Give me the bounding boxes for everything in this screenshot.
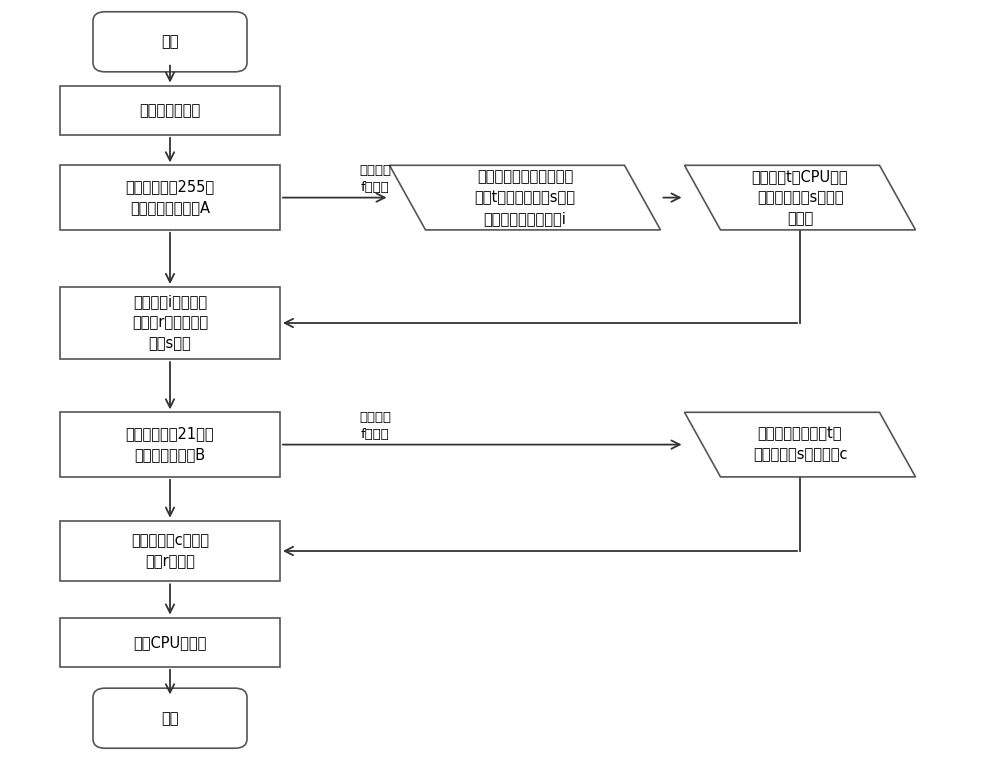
Text: 统计时间t内CPU空闲
时对静态变量s进行递
加计数: 统计时间t内CPU空闲 时对静态变量s进行递 加计数 — [752, 169, 848, 226]
Text: 在用户根任务下: 在用户根任务下 — [139, 103, 201, 118]
Bar — [60, 86, 280, 135]
Polygon shape — [390, 166, 661, 230]
Text: 计算每一统计时间t内
的静态变量s的增量值c: 计算每一统计时间t内 的静态变量s的增量值c — [753, 426, 847, 463]
Bar — [60, 165, 280, 230]
Text: 结束: 结束 — [161, 711, 179, 726]
Text: 延时函数
f的时延: 延时函数 f的时延 — [359, 410, 391, 441]
Bar — [60, 287, 280, 359]
Polygon shape — [684, 166, 916, 230]
Text: 打印CPU占用率: 打印CPU占用率 — [133, 635, 207, 650]
Text: 创建优先级为21的较
高优先级的任务B: 创建优先级为21的较 高优先级的任务B — [126, 426, 214, 463]
Text: 开始: 开始 — [161, 34, 179, 49]
FancyBboxPatch shape — [93, 689, 247, 748]
Polygon shape — [684, 412, 916, 477]
Bar — [60, 521, 280, 581]
Bar — [60, 617, 280, 667]
Bar — [60, 412, 280, 477]
Text: 创建优先级为255的
最低优先级的任务A: 创建优先级为255的 最低优先级的任务A — [125, 179, 215, 216]
Text: 延时函数
f的时延: 延时函数 f的时延 — [359, 163, 391, 194]
Text: 用户任务启动前，在统计
时间t内对静态变量s进行
递加计数得到计数值i: 用户任务启动前，在统计 时间t内对静态变量s进行 递加计数得到计数值i — [475, 169, 576, 226]
Text: 将计数值i保存为比
较基数r，并将静态
变量s清零: 将计数值i保存为比 较基数r，并将静态 变量s清零 — [132, 295, 208, 352]
FancyBboxPatch shape — [93, 12, 247, 72]
Text: 计算增量值c与比较
基数r的比值: 计算增量值c与比较 基数r的比值 — [131, 533, 209, 569]
